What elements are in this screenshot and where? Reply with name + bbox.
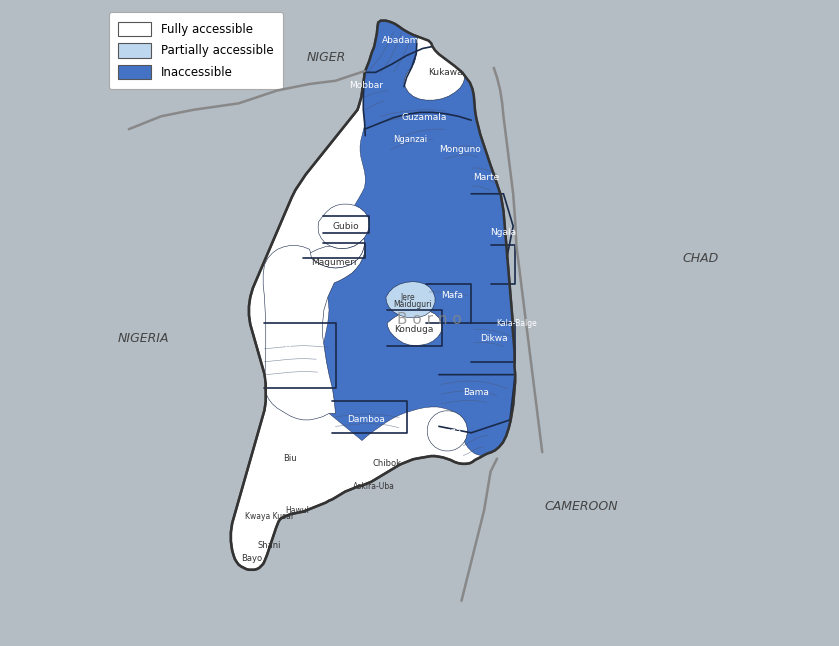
Text: Chibok: Chibok [373, 459, 402, 468]
Text: NIGER: NIGER [306, 52, 346, 65]
Polygon shape [321, 21, 515, 455]
Text: NIGERIA: NIGERIA [117, 333, 169, 346]
Text: CHAD: CHAD [682, 252, 719, 265]
Text: Guzamala: Guzamala [402, 113, 447, 122]
Text: Askira-Uba: Askira-Uba [353, 482, 395, 491]
Legend: Fully accessible, Partially accessible, Inaccessible: Fully accessible, Partially accessible, … [109, 12, 283, 89]
Text: Kukawa: Kukawa [428, 68, 462, 77]
Text: Magumeri: Magumeri [310, 258, 357, 267]
Polygon shape [231, 21, 515, 570]
Text: Mafa: Mafa [440, 291, 463, 300]
Text: Biu: Biu [284, 454, 297, 463]
Text: Maiduguri: Maiduguri [393, 300, 432, 309]
Text: Kala-Balge: Kala-Balge [496, 318, 537, 328]
Text: Nganzai: Nganzai [393, 135, 427, 144]
Text: Konduga: Konduga [394, 325, 434, 334]
Text: Hawul: Hawul [284, 506, 309, 515]
Polygon shape [263, 243, 365, 420]
Text: Abadam: Abadam [382, 36, 419, 45]
Text: Monguno: Monguno [439, 145, 481, 154]
Text: Gwoza: Gwoza [431, 427, 461, 436]
Text: B o r n o: B o r n o [397, 312, 461, 328]
Text: Bayo: Bayo [241, 554, 262, 563]
Text: Mobbar: Mobbar [350, 81, 383, 90]
Text: Kaga: Kaga [284, 346, 307, 355]
Text: Shani: Shani [258, 541, 281, 550]
Text: Jere: Jere [400, 293, 414, 302]
Polygon shape [404, 37, 465, 100]
Text: Gubio: Gubio [332, 222, 359, 231]
Text: CAMEROON: CAMEROON [545, 501, 618, 514]
Text: Bama: Bama [463, 388, 489, 397]
Polygon shape [388, 310, 442, 346]
Polygon shape [386, 282, 435, 318]
Polygon shape [318, 204, 369, 249]
Polygon shape [303, 238, 365, 268]
Polygon shape [427, 411, 467, 451]
Text: Damboa: Damboa [347, 415, 385, 424]
Text: Kwaya Kusar: Kwaya Kusar [245, 512, 294, 521]
Text: Ngala: Ngala [491, 228, 517, 237]
Text: Marte: Marte [473, 172, 500, 182]
Text: Dikwa: Dikwa [481, 334, 508, 343]
